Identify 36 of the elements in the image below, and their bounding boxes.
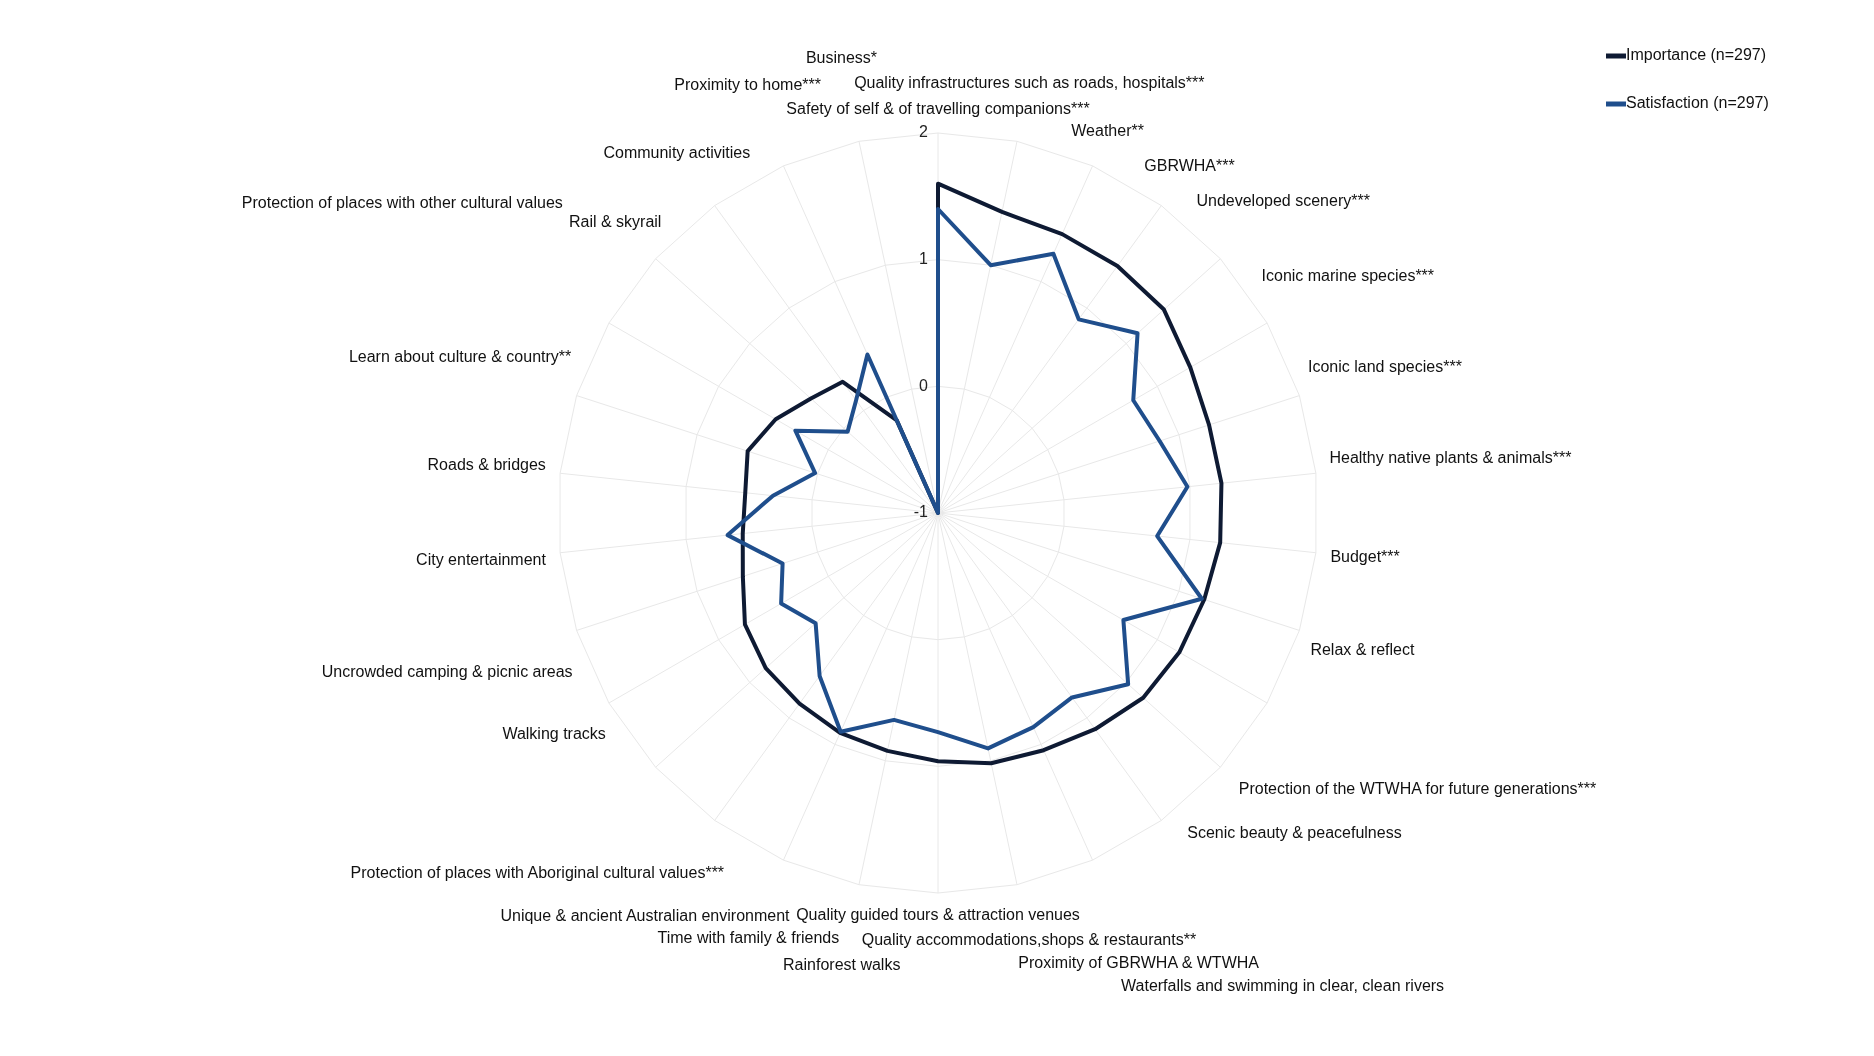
spoke-label: Relax & reflect [1310, 641, 1415, 659]
spoke-label: Weather** [1071, 122, 1144, 140]
spoke-label: Proximity of GBRWHA & WTWHA [1018, 953, 1260, 971]
spoke-label: Quality infrastructures such as roads, hospitals*** [854, 73, 1205, 91]
spoke-label: Scenic beauty & peacefulness [1187, 824, 1402, 842]
spoke-label: Safety of self & of travelling companions*** [786, 100, 1090, 118]
spoke-label: Uncrowded camping & picnic areas [321, 662, 573, 680]
spoke-label: Quality guided tours & attraction venues [796, 906, 1080, 924]
spoke-label: Quality accommodations,shops & restaurants** [861, 931, 1197, 949]
y-tick-label: 2 [919, 123, 929, 141]
spoke-label: Rail & skyrail [568, 212, 662, 230]
spoke-label: Undeveloped scenery*** [1196, 192, 1370, 210]
spoke-label: Roads & bridges [427, 455, 546, 473]
spoke-label: Learn about culture & country** [348, 347, 572, 365]
spoke-label: Iconic land species*** [1308, 358, 1462, 376]
spoke-label: Business* [805, 49, 878, 67]
spoke-label: Walking tracks [502, 724, 606, 742]
y-tick-label: -1 [913, 503, 929, 521]
spoke-label: Community activities [603, 143, 751, 161]
spoke-label: Waterfalls and swimming in clear, clean rivers [1121, 977, 1445, 995]
spoke-label: City entertainment [416, 551, 547, 569]
spoke-label: Rainforest walks [783, 956, 901, 974]
y-tick-label: 0 [919, 376, 929, 394]
spoke-label: Iconic marine species*** [1261, 266, 1435, 284]
spoke-label: Protection of places with other cultural values [241, 193, 563, 211]
spoke-label: Protection of places with Aboriginal cultural values*** [350, 863, 725, 881]
spoke-label: Unique & ancient Australian environment [500, 906, 791, 924]
spoke-label: Healthy native plants & animals*** [1329, 449, 1572, 467]
legend-label: Satisfaction (n=297) [1626, 94, 1769, 112]
spoke-label: Time with family & friends [657, 929, 840, 947]
spoke-label: GBRWHA*** [1144, 157, 1235, 175]
spoke-label: Budget*** [1330, 548, 1400, 566]
legend-label: Importance (n=297) [1626, 46, 1767, 64]
spoke-label: Proximity to home*** [674, 75, 821, 93]
y-tick-label: 1 [919, 249, 929, 267]
spoke-label: Protection of the WTWHA for future generations*** [1238, 780, 1597, 798]
